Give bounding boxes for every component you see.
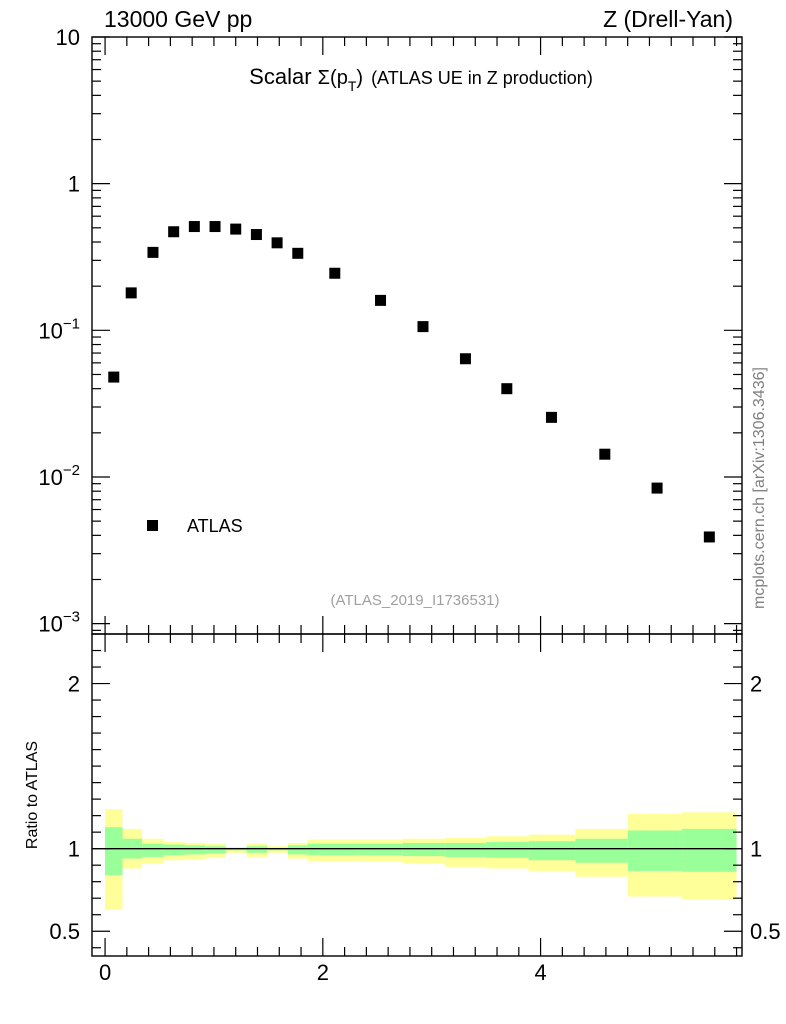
inner-band	[444, 842, 487, 857]
header-right: Z (Drell-Yan)	[603, 6, 733, 32]
data-point	[125, 287, 137, 299]
ratio-frame	[91, 633, 743, 957]
inner-band	[307, 843, 359, 856]
atlas-data-points	[108, 221, 715, 543]
legend: ATLAS	[147, 516, 243, 536]
inner-band	[402, 842, 445, 857]
ratio-y-tick-label: 2	[68, 672, 80, 697]
data-point	[188, 221, 200, 233]
data-point	[417, 321, 429, 333]
data-point	[108, 371, 120, 383]
x-tick-label: 2	[317, 960, 329, 985]
data-point	[375, 294, 387, 306]
inner-band	[528, 841, 576, 861]
inner-band	[163, 844, 185, 856]
inner-band	[575, 838, 628, 863]
ratio-y-tick-label-right: 1	[750, 837, 762, 862]
inner-band	[627, 830, 683, 871]
inner-band	[205, 846, 226, 854]
data-point	[292, 247, 304, 259]
main-panel: 10 1 10−1 10−2 10−3 Scalar Σ(pT) (ATLAS UE in…	[38, 25, 743, 637]
main-x-ticks	[104, 37, 738, 634]
title-open: (p	[330, 67, 348, 89]
ratio-y-tick-label-right: 0.5	[750, 919, 781, 944]
ratio-x-axis: 0 2 4	[99, 634, 738, 985]
x-tick-label: 0	[99, 960, 111, 985]
title-scalar: Scalar	[249, 64, 317, 89]
inner-band	[486, 842, 529, 858]
ratio-y-tick-label: 1	[68, 837, 80, 862]
ratio-y-tick-label: 0.5	[49, 919, 80, 944]
main-y-tick-label: 10−2	[38, 462, 80, 490]
data-point	[168, 226, 180, 238]
data-point	[651, 482, 663, 494]
main-y-tick-label: 10	[56, 25, 80, 50]
data-point	[599, 448, 611, 460]
inner-band	[358, 843, 403, 856]
inner-band	[184, 845, 206, 855]
legend-label-atlas: ATLAS	[187, 516, 243, 536]
main-y-axis: 10 1 10−1 10−2 10−3	[38, 25, 742, 637]
inner-band	[246, 846, 268, 853]
ratio-bands	[105, 809, 737, 910]
ratio-panel: 0.5 0.5 1 1 2 2 0 2 4 Ratio to ATLAS	[24, 633, 781, 985]
ratio-y-tick-label-right: 2	[750, 672, 762, 697]
data-point	[545, 411, 557, 423]
title-sigma: Σ	[318, 67, 330, 89]
main-y-tick-label: 10−1	[38, 315, 80, 343]
side-label: mcplots.cern.ch [arXiv:1306.3436]	[751, 367, 768, 609]
ratio-y-axis: 0.5 0.5 1 1 2 2	[49, 633, 781, 949]
x-tick-label: 4	[534, 960, 546, 985]
data-point	[703, 531, 715, 543]
header-left: 13000 GeV pp	[104, 6, 252, 32]
main-y-tick-label: 1	[68, 172, 80, 197]
title-rest: (ATLAS UE in Z production)	[371, 68, 593, 88]
data-point	[459, 353, 471, 365]
analysis-label: (ATLAS_2019_I1736531)	[330, 592, 499, 609]
legend-marker	[147, 520, 158, 531]
inner-band	[682, 828, 737, 872]
main-y-tick-label: 10−3	[38, 609, 80, 637]
data-point	[147, 246, 159, 258]
title-close: )	[356, 67, 363, 89]
inner-band	[287, 845, 308, 855]
plot-title: Scalar Σ(pT) (ATLAS UE in Z production)	[249, 64, 593, 94]
data-point	[271, 237, 283, 249]
title-sub: T	[348, 78, 357, 94]
data-point	[329, 267, 341, 279]
data-point	[501, 383, 513, 395]
data-point	[250, 229, 262, 241]
data-point	[230, 223, 242, 235]
data-point	[209, 221, 221, 233]
inner-band	[142, 843, 164, 857]
ratio-y-label: Ratio to ATLAS	[24, 741, 41, 849]
inner-band	[105, 827, 123, 876]
